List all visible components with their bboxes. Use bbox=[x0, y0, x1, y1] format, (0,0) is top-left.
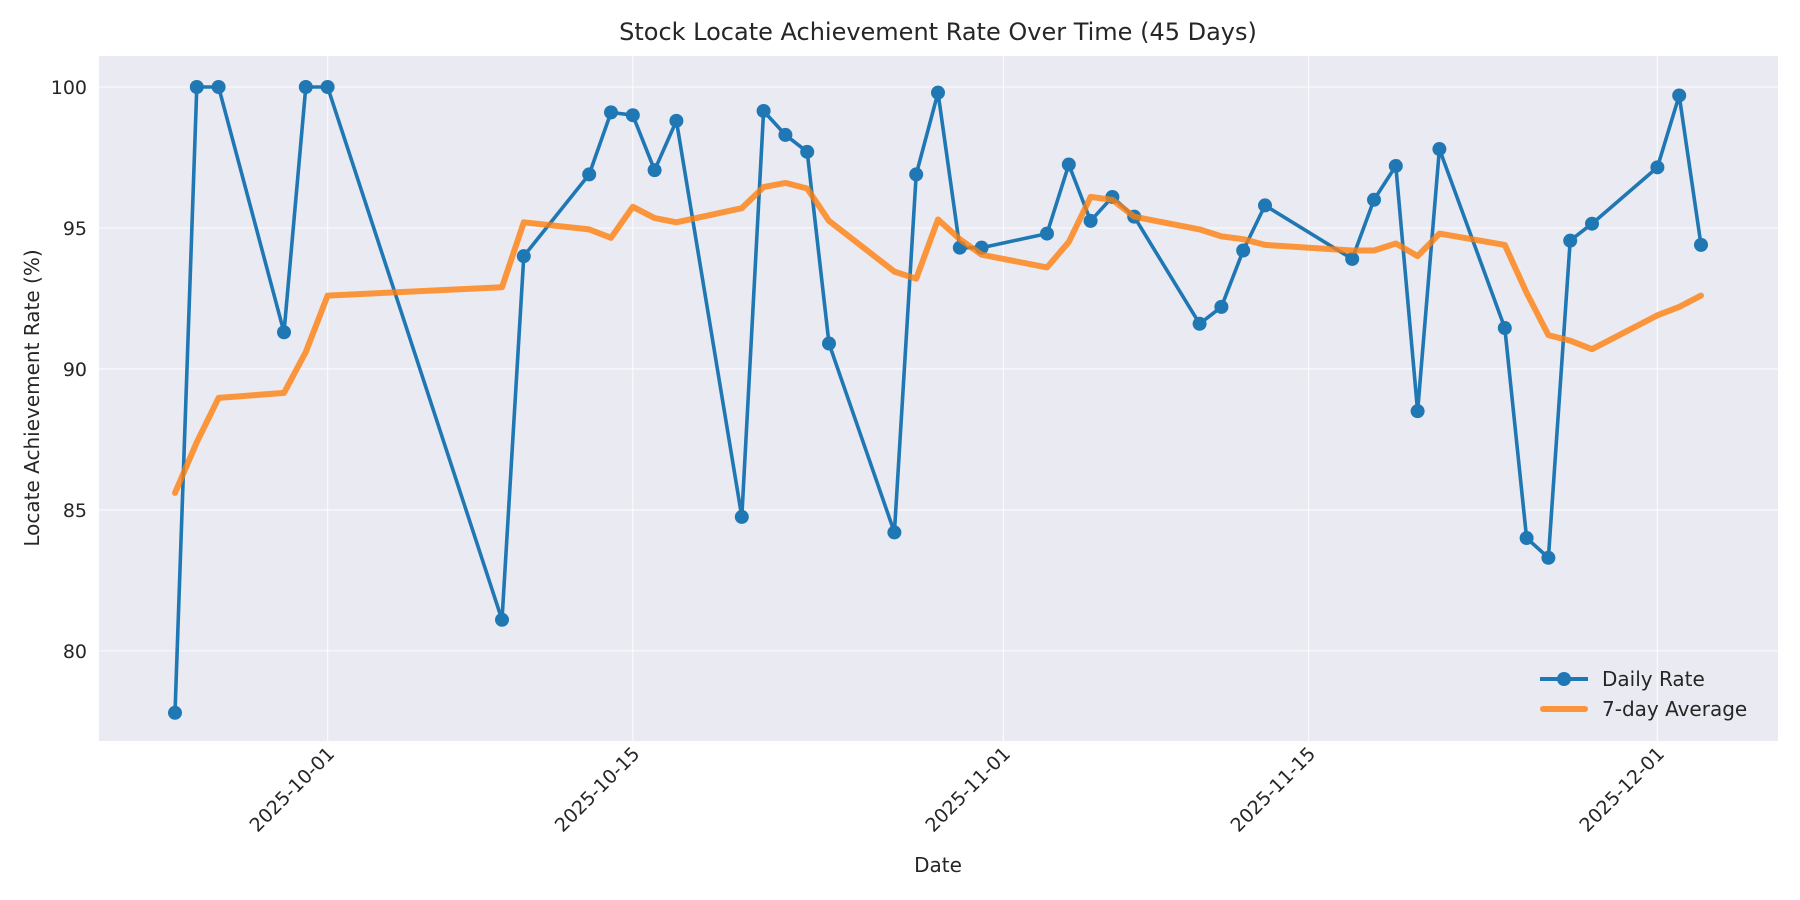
legend-item-7-day-average: 7-day Average bbox=[1540, 694, 1747, 724]
daily-rate-point bbox=[1541, 550, 1556, 565]
daily-rate-point bbox=[1345, 251, 1360, 266]
daily-rate-point bbox=[516, 249, 531, 264]
daily-rate-point bbox=[1519, 531, 1534, 546]
line-icon bbox=[1540, 699, 1588, 719]
daily-rate-point bbox=[822, 336, 836, 351]
daily-rate-point bbox=[298, 80, 313, 95]
daily-rate-point bbox=[320, 80, 335, 95]
daily-rate-point bbox=[189, 80, 204, 95]
daily-rate-point bbox=[909, 167, 924, 182]
line-marker-icon bbox=[1540, 669, 1588, 689]
chart-title: Stock Locate Achievement Rate Over Time … bbox=[619, 18, 1257, 46]
daily-rate-point bbox=[1650, 160, 1665, 175]
daily-rate-point bbox=[277, 325, 291, 340]
daily-rate-point bbox=[582, 167, 597, 182]
daily-rate-point bbox=[211, 80, 226, 95]
daily-rate-point bbox=[625, 108, 640, 123]
7-day-average-line bbox=[172, 179, 1704, 496]
x-tick-label: 2025-11-15 bbox=[1226, 743, 1320, 837]
daily-rate-point bbox=[1585, 216, 1599, 231]
daily-rate-point bbox=[1061, 157, 1076, 172]
daily-rate-point bbox=[1672, 88, 1687, 103]
daily-rate-point bbox=[1563, 233, 1578, 248]
daily-rate-point bbox=[647, 163, 662, 178]
legend: Daily Rate 7-day Average bbox=[1540, 664, 1747, 724]
legend-label: Daily Rate bbox=[1602, 667, 1705, 691]
daily-rate-point bbox=[1040, 226, 1054, 241]
daily-rate-point bbox=[1432, 142, 1447, 157]
daily-rate-point bbox=[778, 127, 793, 142]
x-axis-label: Date bbox=[914, 853, 962, 877]
daily-rate-point bbox=[1083, 213, 1098, 228]
daily-rate-point bbox=[887, 525, 902, 540]
daily-rate-point bbox=[1367, 192, 1381, 207]
daily-rate-point bbox=[1497, 321, 1512, 336]
daily-rate-point bbox=[1258, 198, 1272, 213]
daily-rate-point bbox=[495, 612, 509, 627]
daily-rate-point bbox=[756, 103, 771, 118]
x-tick-label: 2025-10-15 bbox=[551, 743, 645, 837]
y-tick-label: 85 bbox=[63, 500, 87, 522]
daily-rate-point bbox=[1214, 299, 1229, 314]
plot-background bbox=[99, 56, 1778, 741]
x-tick-label: 2025-10-01 bbox=[245, 743, 339, 837]
daily-rate-point bbox=[734, 509, 749, 524]
y-tick-label: 90 bbox=[63, 359, 87, 381]
legend-label: 7-day Average bbox=[1602, 697, 1748, 721]
daily-rate-point bbox=[604, 105, 618, 120]
legend-item-daily-rate: Daily Rate bbox=[1540, 664, 1747, 694]
y-tick-label: 80 bbox=[63, 641, 87, 663]
y-tick-label: 95 bbox=[63, 218, 87, 240]
daily-rate-point bbox=[800, 144, 815, 159]
daily-rate-point bbox=[1694, 237, 1708, 252]
daily-rate-point bbox=[1410, 404, 1425, 419]
x-tick-label: 2025-11-01 bbox=[921, 743, 1015, 837]
daily-rate-point bbox=[1236, 243, 1251, 258]
y-axis-label: Locate Achievement Rate (%) bbox=[20, 249, 44, 547]
x-tick-label: 2025-12-01 bbox=[1575, 743, 1669, 837]
daily-rate-point bbox=[1192, 316, 1207, 331]
daily-rate-point bbox=[168, 705, 182, 720]
y-tick-label: 100 bbox=[51, 77, 87, 99]
daily-rate-point bbox=[1388, 158, 1403, 173]
daily-rate-point bbox=[931, 85, 945, 100]
daily-rate-point bbox=[669, 113, 684, 128]
